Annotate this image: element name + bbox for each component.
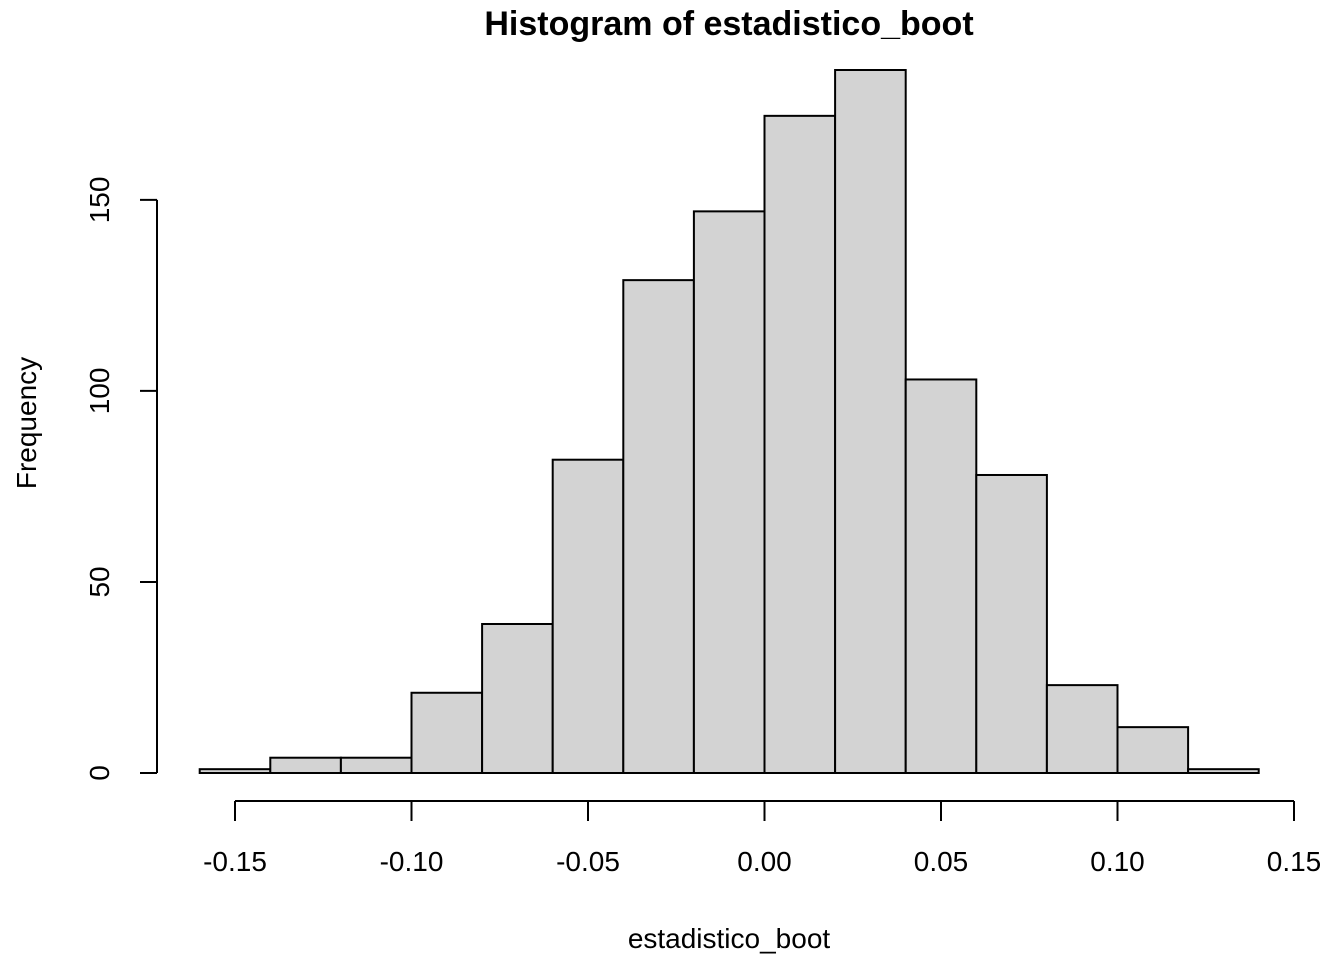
y-tick-label: 0 xyxy=(84,765,115,781)
histogram-bar xyxy=(1116,726,1190,774)
chart-title: Histogram of estadistico_boot xyxy=(484,5,973,43)
x-axis-label: estadistico_boot xyxy=(628,923,831,954)
histogram-bar xyxy=(1187,768,1260,774)
x-tick-label: -0.10 xyxy=(380,846,444,877)
histogram-bar xyxy=(763,114,837,774)
histogram-bar xyxy=(339,756,413,775)
histogram-bar xyxy=(269,756,342,775)
y-tick-label: 150 xyxy=(84,177,115,224)
histogram-bar xyxy=(975,473,1048,774)
x-tick-label: 0.05 xyxy=(914,846,969,877)
y-axis-label: Frequency xyxy=(11,357,42,489)
histogram-bar xyxy=(1045,684,1119,774)
histogram-bar xyxy=(834,69,907,774)
histogram-bar xyxy=(198,768,272,774)
histogram-bar xyxy=(481,622,554,774)
x-tick-label: 0.10 xyxy=(1090,846,1145,877)
x-tick-label: 0.00 xyxy=(737,846,792,877)
y-tick-label: 100 xyxy=(84,368,115,415)
x-tick-label: -0.05 xyxy=(556,846,620,877)
y-axis: 0 50 100 150 xyxy=(84,177,158,781)
x-tick-label: 0.15 xyxy=(1267,846,1322,877)
histogram-bar xyxy=(904,378,978,774)
histogram-bar xyxy=(410,691,484,774)
histogram-bar xyxy=(551,458,625,774)
bars-group xyxy=(198,69,1260,775)
x-axis: -0.15 -0.10 -0.05 0.00 0.05 0.10 0.15 xyxy=(203,800,1322,877)
histogram-bar xyxy=(692,210,766,774)
y-tick-label: 50 xyxy=(84,566,115,597)
x-tick-label: -0.15 xyxy=(203,846,267,877)
histogram-bar xyxy=(622,279,695,774)
